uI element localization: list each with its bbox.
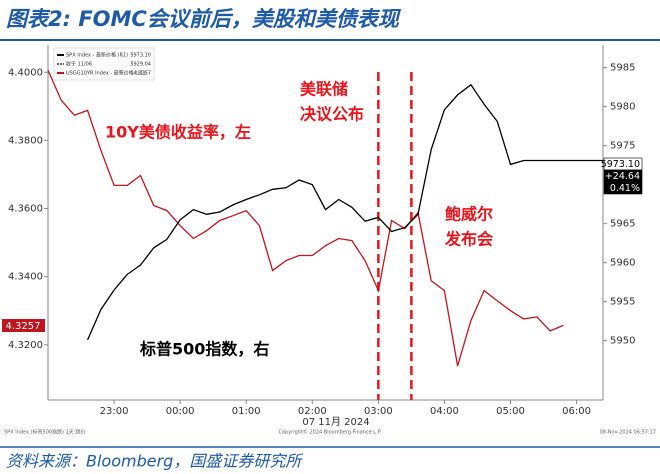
last-left-box <box>2 319 45 332</box>
x-tick-label: 03:00 <box>364 406 393 417</box>
annotation: 标普500指数，右 <box>139 340 269 359</box>
annotation: 发布会 <box>444 230 493 249</box>
y-tick-label: 4.3400 <box>8 272 43 283</box>
y-tick-label: 4.3600 <box>8 204 43 215</box>
source: 资料来源：Bloomberg，国盛证券研究所 <box>6 452 304 471</box>
y2-tick-label: 5965 <box>610 219 635 230</box>
y-tick-label: 4.3200 <box>8 340 43 351</box>
legend-label: USGG10YR Index - 最新价格 (L1) <box>66 70 145 77</box>
x-tick-label: 02:00 <box>298 406 327 417</box>
x-tick-label: 01:00 <box>232 406 261 417</box>
last-right-label: 5973.10 <box>601 159 640 170</box>
y2-tick-label: 5955 <box>610 297 635 308</box>
y2-tick-label: 5985 <box>610 63 635 74</box>
note: Copyright© 2024 Bloomberg Finance L.P. <box>278 429 381 436</box>
y-tick-label: 4.3800 <box>8 135 43 146</box>
note: SPX Index (标普500指数) 1天 跳价 <box>4 429 85 436</box>
x-tick-label: 04:00 <box>430 406 459 417</box>
x-tick-label: 23:00 <box>100 406 129 417</box>
x-axis-label: 07 11月 2024 <box>302 416 369 428</box>
y2-tick-label: 5960 <box>610 258 635 269</box>
y-tick-label: 4.4000 <box>8 67 43 78</box>
annotation: 美联储 <box>300 80 348 99</box>
legend-value: 5929.04 <box>130 62 151 68</box>
x-tick-label: 05:00 <box>496 406 525 417</box>
legend-value: 5973.10 <box>130 53 151 59</box>
series-line <box>47 69 564 367</box>
y2-tick-label: 5950 <box>610 336 635 347</box>
legend-label: 收于 11/06 <box>66 61 92 68</box>
note: 08-Nov-2024 06:57:17 <box>600 430 656 436</box>
annotation: 决议公布 <box>300 105 364 124</box>
y2-tick-label: 5975 <box>610 141 635 152</box>
annotation: 鲍威尔 <box>445 205 493 224</box>
last-left-label: 4.3257 <box>6 321 41 332</box>
legend-box <box>53 47 155 81</box>
legend-value: 4.3257 <box>134 71 152 77</box>
last-right-label: +24.64 <box>605 171 640 182</box>
last-right-box <box>603 181 643 195</box>
last-right-label: 0.41% <box>610 183 640 194</box>
x-tick-label: 06:00 <box>562 406 591 417</box>
title: 图表2: FOMC会议前后，美股和美债表现 <box>6 7 402 31</box>
series-line <box>87 83 603 341</box>
x-tick-label: 00:00 <box>166 406 195 417</box>
y2-tick-label: 5980 <box>610 102 635 113</box>
annotation: 10Y美债收益率，左 <box>105 123 251 142</box>
legend-label: SPX Index - 最新价格 (R1) <box>66 52 128 59</box>
